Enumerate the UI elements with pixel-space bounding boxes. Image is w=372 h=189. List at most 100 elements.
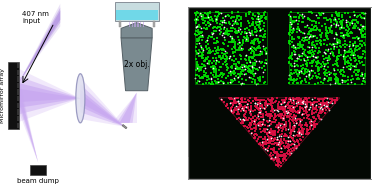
Point: [313, 22, 319, 25]
Point: [277, 145, 283, 148]
Point: [286, 151, 292, 154]
Point: [249, 71, 255, 74]
Point: [229, 48, 235, 51]
Point: [267, 113, 273, 116]
Point: [350, 53, 356, 56]
Point: [320, 108, 326, 111]
Point: [193, 22, 199, 25]
Point: [227, 29, 233, 33]
Point: [305, 132, 311, 136]
Point: [276, 122, 282, 125]
Point: [196, 41, 202, 44]
Point: [222, 31, 228, 34]
Point: [275, 143, 281, 146]
Point: [257, 141, 263, 144]
Point: [358, 31, 364, 34]
Point: [227, 80, 233, 83]
Point: [329, 102, 335, 105]
Point: [291, 102, 297, 105]
Point: [303, 123, 309, 126]
Point: [273, 118, 279, 121]
Point: [304, 97, 310, 100]
Point: [286, 32, 292, 35]
Point: [327, 29, 333, 32]
Point: [268, 131, 274, 134]
Point: [250, 77, 256, 81]
Point: [315, 82, 321, 85]
Point: [325, 38, 331, 41]
Point: [234, 112, 240, 115]
Point: [288, 57, 294, 60]
Point: [263, 51, 269, 54]
Point: [229, 15, 235, 18]
Point: [287, 124, 293, 127]
Point: [211, 38, 217, 41]
Point: [267, 142, 273, 145]
Point: [247, 12, 253, 15]
Point: [208, 51, 214, 54]
Point: [267, 102, 273, 105]
Point: [260, 122, 266, 125]
Point: [306, 74, 312, 77]
Point: [291, 114, 296, 117]
Point: [262, 101, 268, 104]
Point: [357, 46, 363, 49]
Point: [268, 109, 274, 112]
Point: [247, 70, 253, 73]
Point: [301, 39, 307, 42]
Point: [310, 41, 316, 44]
Point: [279, 132, 285, 136]
Point: [311, 58, 317, 61]
Point: [213, 70, 219, 73]
Point: [246, 116, 252, 119]
Point: [286, 148, 292, 151]
Point: [200, 53, 206, 56]
Point: [284, 152, 290, 155]
Point: [213, 30, 219, 33]
Point: [276, 155, 282, 158]
Point: [348, 21, 354, 24]
Point: [312, 34, 318, 37]
Point: [244, 39, 250, 42]
Point: [342, 60, 348, 63]
Point: [321, 103, 327, 106]
Point: [354, 62, 360, 65]
Point: [269, 136, 275, 139]
Point: [195, 67, 201, 70]
Point: [317, 106, 323, 109]
Point: [342, 58, 348, 61]
Point: [208, 16, 214, 19]
Point: [257, 78, 263, 81]
Point: [333, 72, 339, 75]
Point: [257, 27, 263, 30]
Point: [255, 99, 261, 102]
Point: [205, 74, 211, 77]
Point: [316, 100, 322, 103]
Point: [193, 17, 199, 20]
Point: [248, 105, 254, 108]
Point: [264, 113, 270, 116]
Point: [254, 24, 260, 27]
Point: [289, 32, 295, 35]
Point: [246, 109, 252, 112]
Point: [228, 108, 234, 111]
Point: [308, 11, 314, 14]
Point: [315, 98, 321, 101]
Point: [255, 21, 261, 24]
Point: [344, 31, 350, 34]
Point: [234, 97, 240, 100]
Point: [292, 108, 298, 111]
Point: [266, 131, 272, 134]
Point: [203, 56, 209, 59]
Point: [227, 35, 233, 38]
Point: [299, 15, 305, 18]
Point: [260, 36, 266, 39]
Point: [254, 47, 260, 50]
Point: [296, 124, 302, 127]
Point: [229, 23, 235, 26]
Point: [341, 53, 347, 56]
Point: [246, 59, 252, 62]
Point: [247, 60, 253, 64]
Point: [202, 74, 208, 77]
Point: [221, 28, 227, 31]
